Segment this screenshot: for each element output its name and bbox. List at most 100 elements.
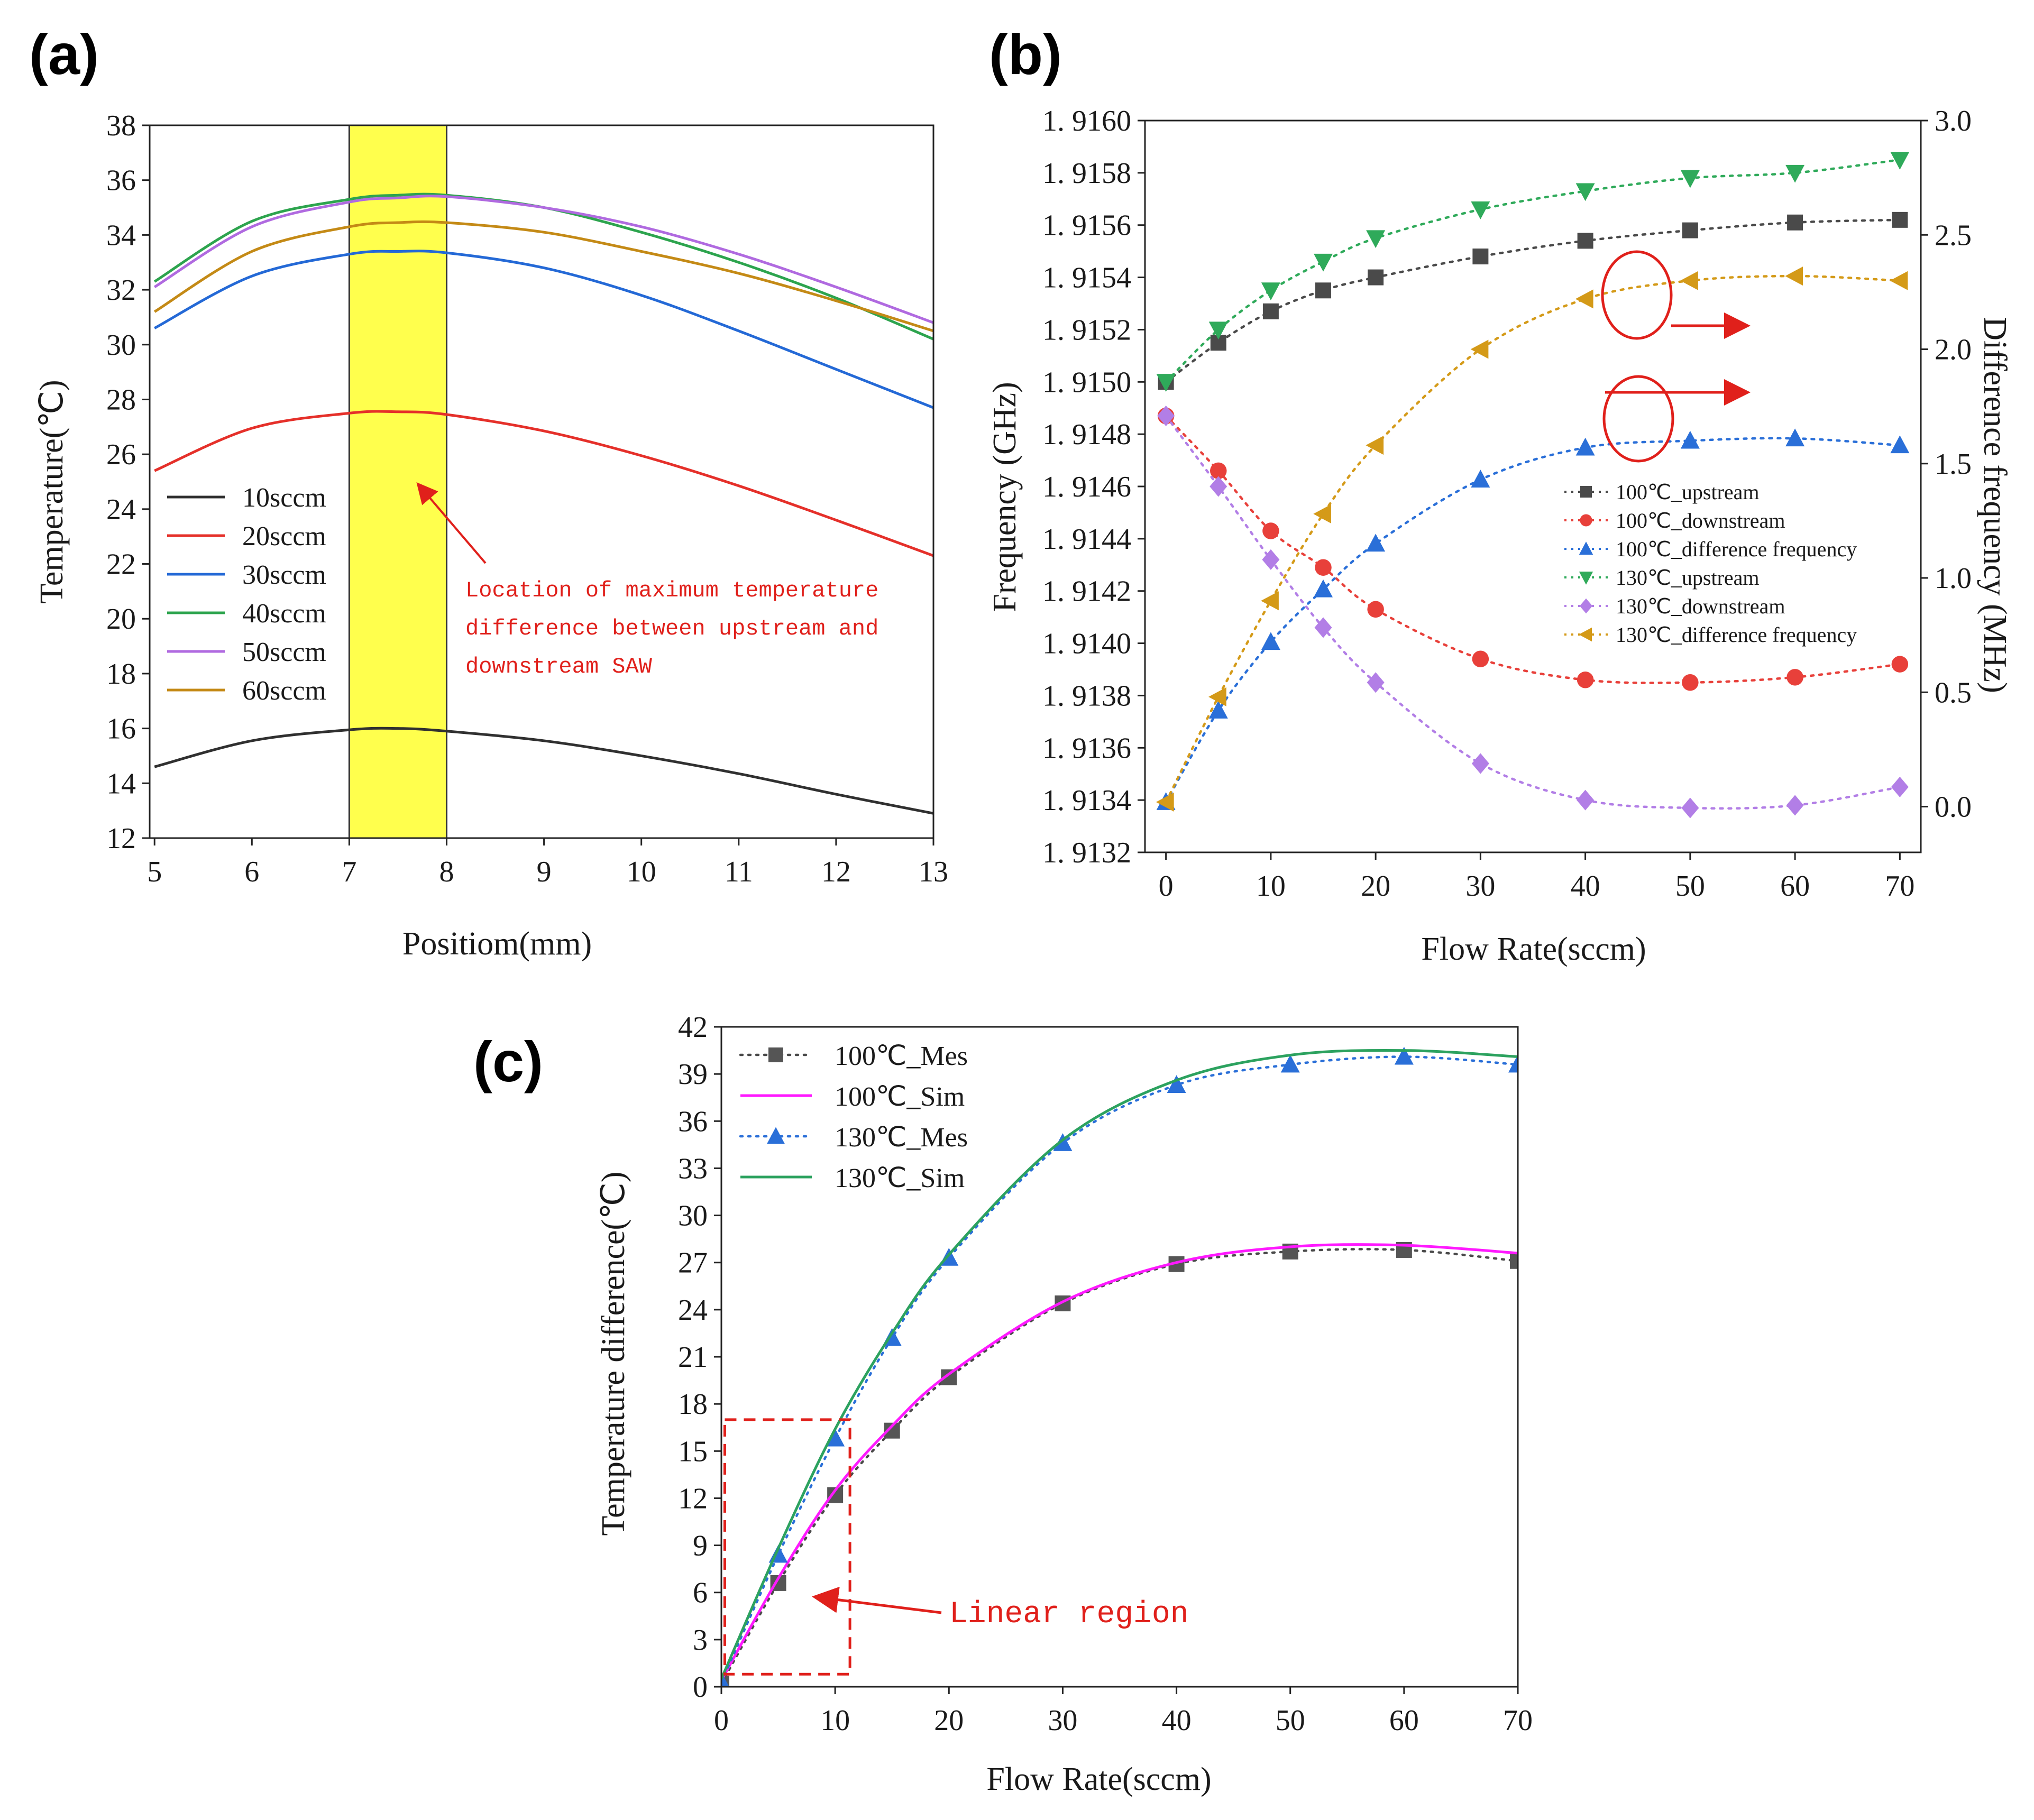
series-line [1165,158,1901,383]
data-point [1157,406,1175,427]
data-point [1261,282,1280,301]
y-tick-label: 0 [693,1671,708,1704]
data-point [1471,201,1490,219]
axes: 5 6 7 8 9 10 11 12 13 12 14 16 18 20 22 24 26 28 30 32 34 36 3… [106,109,948,888]
data-point [1315,282,1332,299]
data-point [1575,289,1593,309]
series-100℃_Sim [721,1243,1518,1681]
legend-label: 40sccm [242,599,326,629]
data-point [1262,549,1280,570]
x-tick-label: 30 [1465,870,1495,903]
legend-label: 100℃_difference frequency [1616,537,1857,561]
y-tick-label: 28 [106,383,136,416]
y-tick-label: 12 [106,822,136,855]
y-tick-label-left: 1. 9144 [1042,523,1131,556]
panel-a-label: (a) [29,22,99,86]
data-point [1208,321,1228,340]
data-point [1210,476,1227,497]
legend: 100℃_Mes 100℃_Sim 130℃_Mes 130℃_Sim [739,1041,968,1193]
y-tick-label: 18 [678,1388,708,1421]
y-tick-label: 24 [678,1294,708,1327]
data-point [1472,650,1489,667]
x-tick-label: 0 [714,1704,729,1737]
y-tick-label: 12 [678,1482,708,1515]
y-axis-title: Temperature(℃) [34,380,70,603]
x-tick-label: 70 [1503,1704,1533,1737]
y-tick-label-left: 1. 9158 [1042,157,1131,190]
y-tick-label-left: 1. 9152 [1042,314,1131,346]
y-tick-label: 39 [678,1058,708,1091]
panel-b-chart: 0 10 20 30 40 50 60 70 1. 9132 1. 9134 1. 9136 1. 9… [987,105,2013,967]
series-100℃_upstream [1158,212,1908,390]
data-point [1313,504,1332,523]
data-point [1680,271,1698,290]
legend-swatch-marker [1579,598,1593,614]
y-tick-label-left: 1. 9136 [1042,732,1131,765]
y-tick-label: 26 [106,438,136,471]
data-point [1156,374,1176,392]
x-tick-label: 13 [919,856,948,888]
data-point [1891,656,1909,673]
legend-label: 130℃_Mes [835,1123,968,1153]
x-tick-label: 10 [1256,870,1286,903]
y-tick-label: 15 [678,1435,708,1468]
annotation-text: Linear region [949,1597,1188,1632]
data-point [1680,170,1700,188]
legend-label: 130℃_difference frequency [1616,623,1857,647]
legend-label: 100℃_Mes [835,1041,968,1071]
series-line [1165,437,1901,804]
y-tick-label-right: 1.5 [1935,448,1972,481]
x-tick-label: 60 [1389,1704,1419,1737]
y-tick-label: 42 [678,1011,708,1044]
data-point [1314,253,1333,272]
data-point [1681,797,1699,819]
highlight-band [348,124,448,839]
y-tick-label-left: 1. 9138 [1042,679,1131,712]
y-tick-label-left: 1. 9132 [1042,837,1131,869]
y-tick-label: 21 [678,1341,708,1374]
y-tick-label: 30 [678,1200,708,1233]
series-line-50sccm [153,195,934,324]
legend-swatch-marker [1579,572,1593,585]
series-line [721,1055,1518,1684]
axis-indicator-lower [1602,375,1751,463]
y-tick-label-right: 2.0 [1935,334,1972,366]
y-tick-label-left: 1. 9140 [1042,628,1131,660]
linear-region-box [723,1418,851,1676]
data-point [721,1672,729,1687]
y-tick-label-right: 1.0 [1935,562,1972,595]
x-tick-label: 70 [1885,870,1914,903]
series-line-30sccm [154,250,934,409]
data-point [1368,269,1384,286]
legend-label: 100℃_downstream [1616,509,1785,532]
panel-c-label: (c) [473,1030,543,1093]
data-point [1785,164,1805,183]
y-tick-label-left: 1. 9160 [1042,105,1131,137]
data-point [1577,672,1594,688]
data-point [1366,534,1386,552]
x-axis-title: Positiom(mm) [402,926,592,962]
series-line [1165,274,1901,804]
data-point [1786,795,1804,816]
x-tick-label: 30 [1048,1704,1077,1737]
y-tick-label: 30 [106,329,136,362]
data-point [1156,792,1174,812]
series-130℃_upstream [1156,152,1910,392]
x-axis-title: Flow Rate(sccm) [986,1761,1211,1797]
series-line [1165,415,1901,810]
series-line-10sccm [154,727,934,815]
y-tick-label-right: 3.0 [1935,105,1972,137]
y-tick-label: 14 [106,767,136,800]
series-lines [153,192,934,815]
y-tick-label: 27 [678,1247,708,1280]
legend-label: 130℃_upstream [1616,566,1760,590]
y-tick-label: 33 [678,1152,708,1185]
data-point [1053,1133,1073,1151]
data-point [1367,601,1384,618]
legend-label: 10sccm [242,483,326,513]
data-point [1471,470,1490,488]
annotation-arrow [416,482,487,564]
annotation: Location of maximum temperature differen… [416,482,878,679]
indicator-ellipse [1601,250,1673,340]
